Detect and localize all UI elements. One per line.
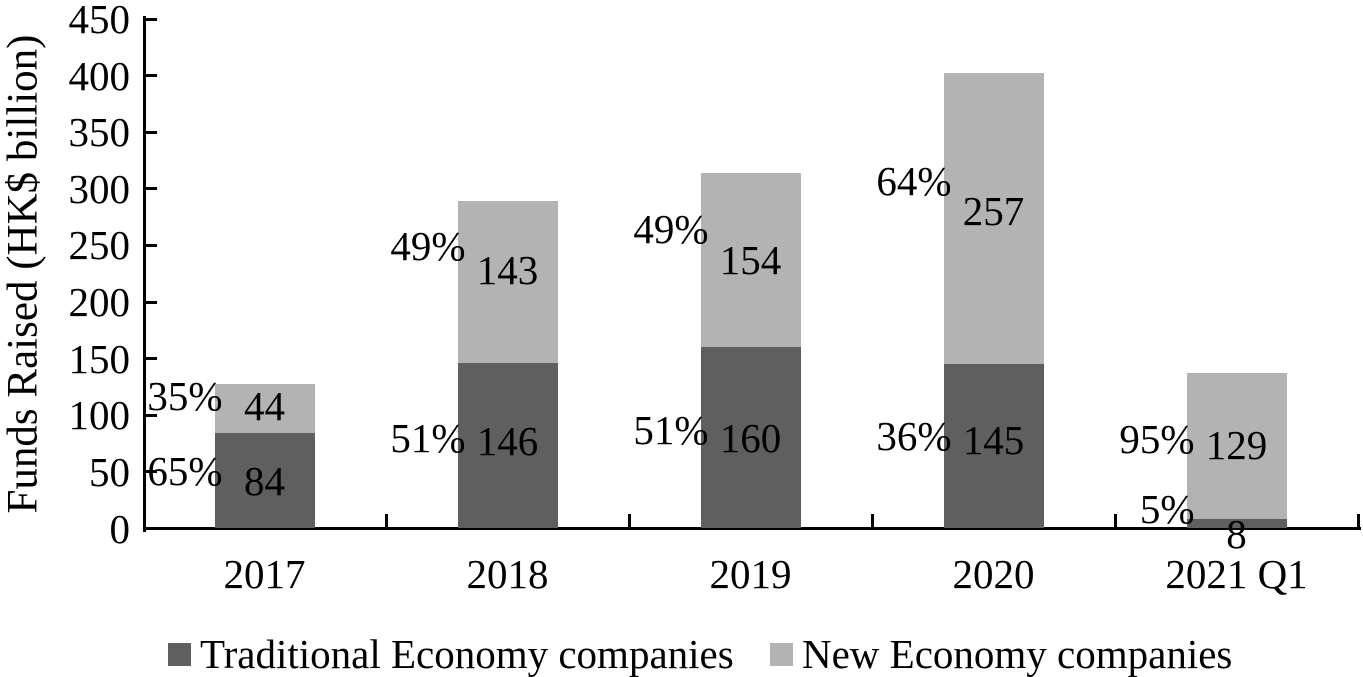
pct-label-new-economy: 49% — [633, 206, 709, 253]
pct-label-traditional: 5% — [1139, 485, 1195, 532]
y-tick-label: 300 — [68, 165, 131, 212]
x-tick-mark — [1113, 513, 1117, 529]
x-axis-line — [143, 527, 1361, 530]
pct-label-traditional: 36% — [876, 413, 952, 460]
y-axis-line — [143, 16, 146, 532]
y-tick-label: 50 — [89, 448, 130, 495]
value-label-traditional: 8 — [1226, 510, 1247, 557]
legend-item-new-economy: New Economy companies — [770, 631, 1232, 677]
value-label-traditional: 160 — [719, 414, 782, 461]
y-tick-mark — [143, 74, 157, 78]
bar-segment-traditional — [700, 347, 801, 529]
pct-label-traditional: 51% — [633, 406, 709, 453]
x-category-label: 2019 — [709, 551, 792, 597]
bar-segment-new-economy — [943, 73, 1044, 365]
y-tick-label: 200 — [68, 279, 131, 326]
y-tick-mark — [143, 243, 157, 247]
value-label-new-economy: 129 — [1205, 422, 1268, 469]
bar-segment-new-economy — [457, 201, 558, 364]
value-label-traditional: 145 — [962, 417, 1025, 464]
y-tick-label: 350 — [68, 109, 131, 156]
y-tick-mark — [143, 17, 157, 21]
pct-label-traditional: 51% — [390, 414, 466, 461]
value-label-new-economy: 257 — [962, 187, 1025, 234]
x-category-label: 2017 — [223, 551, 306, 597]
y-tick-label: 450 — [68, 0, 131, 42]
value-label-traditional: 84 — [244, 457, 285, 504]
legend-label-traditional: Traditional Economy companies — [200, 631, 734, 677]
bar-segment-new-economy — [214, 383, 315, 434]
legend-item-traditional: Traditional Economy companies — [168, 631, 734, 677]
x-tick-mark — [870, 513, 874, 529]
value-label-new-economy: 154 — [719, 237, 782, 284]
y-tick-label: 100 — [68, 392, 131, 439]
y-tick-mark — [143, 470, 157, 474]
bar-segment-traditional — [214, 433, 315, 529]
x-category-label: 2020 — [952, 551, 1035, 597]
y-tick-mark — [143, 130, 157, 134]
x-category-label: 2021 Q1 — [1165, 551, 1308, 597]
value-label-new-economy: 44 — [244, 383, 285, 430]
pct-label-new-economy: 49% — [390, 223, 466, 270]
x-tick-mark — [627, 513, 631, 529]
y-tick-label: 0 — [109, 505, 131, 552]
pct-label-new-economy: 95% — [1119, 416, 1195, 463]
bar-segment-new-economy — [1186, 373, 1287, 520]
y-tick-mark — [143, 187, 157, 191]
bar-segment-traditional — [457, 363, 558, 529]
x-category-label: 2018 — [466, 551, 549, 597]
bar-segment-traditional — [1186, 519, 1287, 529]
y-tick-mark — [143, 357, 157, 361]
legend-label-new-economy: New Economy companies — [802, 631, 1233, 677]
y-tick-label: 250 — [68, 222, 131, 269]
value-label-new-economy: 143 — [476, 247, 539, 294]
y-tick-label: 400 — [68, 52, 131, 99]
pct-label-new-economy: 64% — [876, 157, 952, 204]
y-tick-mark — [143, 300, 157, 304]
bar-segment-traditional — [943, 364, 1044, 529]
legend-swatch-traditional-icon — [168, 642, 191, 666]
bar-segment-new-economy — [700, 172, 801, 348]
pct-label-traditional: 65% — [147, 447, 223, 494]
x-tick-mark — [1356, 513, 1360, 529]
pct-label-new-economy: 35% — [147, 373, 223, 420]
value-label-traditional: 146 — [476, 417, 539, 464]
y-tick-label: 150 — [68, 335, 131, 382]
y-tick-mark — [143, 413, 157, 417]
legend-swatch-new-economy-icon — [770, 642, 793, 666]
x-tick-mark — [384, 513, 388, 529]
